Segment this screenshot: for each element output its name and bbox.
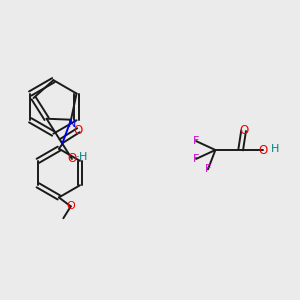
Text: N: N [68,119,77,129]
Text: F: F [205,164,211,174]
Text: ·: · [75,151,79,164]
Text: H: H [79,152,87,162]
Text: F: F [193,154,199,164]
Text: O: O [74,124,83,137]
Text: O: O [66,201,75,212]
Text: H: H [271,143,280,154]
Text: F: F [193,136,199,146]
Text: O: O [67,152,76,165]
Text: O: O [239,124,248,137]
Text: O: O [258,143,268,157]
